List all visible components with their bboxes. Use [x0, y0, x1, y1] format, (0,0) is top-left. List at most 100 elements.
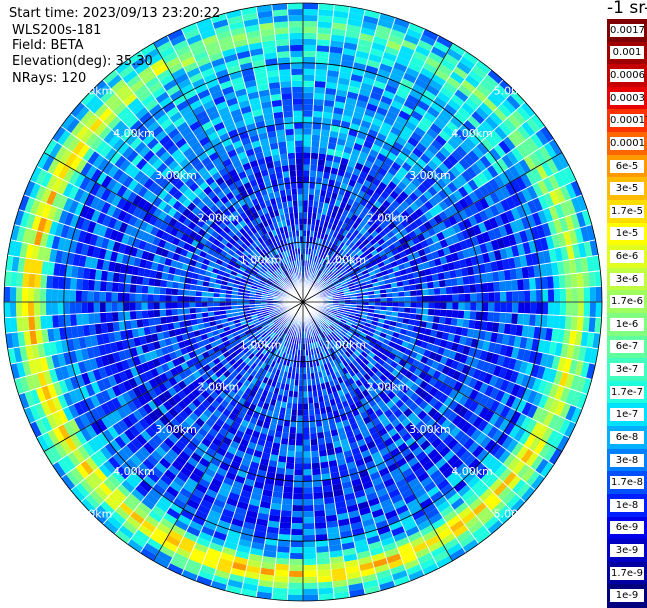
ppi-cell [446, 294, 452, 302]
ppi-cell [452, 286, 459, 294]
ppi-cell [313, 498, 324, 505]
ppi-cell [289, 433, 296, 440]
ppi-cell [22, 302, 28, 317]
ppi-cell [207, 297, 213, 302]
ppi-cell [309, 415, 316, 421]
ppi-cell [291, 523, 303, 529]
ppi-cell [303, 553, 316, 559]
ppi-cell [201, 302, 207, 307]
ppi-cell [446, 302, 452, 310]
ppi-cell [303, 117, 313, 123]
ppi-cell [303, 427, 310, 433]
ppi-cell [282, 492, 293, 499]
ppi-cell [288, 589, 303, 595]
ppi-cell [583, 272, 590, 287]
ppi-cell [303, 188, 309, 194]
ppi-cell [52, 276, 59, 289]
ppi-cell [578, 302, 584, 317]
ppi-cell [303, 147, 311, 153]
ppi-cell [482, 292, 488, 302]
ppi-cell [166, 288, 173, 295]
ppi-cell [106, 312, 113, 323]
ppi-cell [281, 504, 292, 511]
ppi-cell [10, 302, 16, 317]
ppi-cell [440, 287, 447, 295]
ppi-cell [296, 421, 303, 427]
ppi-cell [303, 415, 309, 421]
ppi-cell [207, 302, 213, 307]
ppi-cell [76, 278, 83, 290]
ppi-cell [393, 297, 399, 302]
ppi-cell [310, 159, 318, 166]
ppi-cell [34, 302, 40, 316]
ppi-cell [295, 445, 303, 451]
ppi-cell [279, 450, 288, 457]
ppi-cell [303, 111, 313, 117]
ppi-cell [112, 292, 118, 302]
ppi-cell [148, 310, 155, 318]
ppi-cell [518, 302, 524, 314]
ppi-cell [518, 290, 524, 302]
ppi-cell [452, 310, 459, 318]
ppi-cell [494, 292, 500, 302]
ppi-cell [319, 450, 328, 457]
ppi-cell [82, 279, 89, 291]
ppi-cell [46, 315, 53, 329]
ppi-cell [100, 291, 106, 302]
ppi-cell [297, 409, 303, 415]
ppi-cell [34, 274, 41, 288]
ppi-cell [303, 559, 317, 565]
ppi-cell [124, 302, 130, 311]
ppi-cell [311, 451, 319, 458]
ppi-cell [318, 15, 333, 22]
ppi-cell [124, 311, 131, 321]
ppi-cell [524, 290, 530, 302]
ppi-cell [82, 290, 88, 302]
ppi-cell [475, 283, 482, 293]
ppi-cell [560, 288, 566, 302]
ppi-cell [46, 275, 53, 289]
ppi-cell [136, 276, 143, 285]
ppi-cell [276, 558, 290, 565]
ppi-cell [165, 302, 171, 309]
ppi-cell [291, 529, 303, 535]
ppi-cell [303, 200, 308, 206]
ppi-cell [285, 469, 294, 476]
ppi-cell [309, 177, 316, 183]
ppi-cell [303, 129, 312, 135]
ppi-cell [303, 529, 315, 535]
ppi-cell [154, 317, 161, 325]
ppi-cell [177, 295, 183, 302]
ppi-cell [124, 283, 131, 293]
ppi-cell [160, 309, 167, 317]
ppi-cell [106, 281, 113, 292]
ppi-cell [4, 302, 10, 318]
ppi-cell [303, 152, 311, 158]
ppi-cell [458, 310, 465, 319]
ppi-cell [317, 21, 332, 28]
ppi-cell [312, 474, 322, 481]
ppi-cell [312, 123, 322, 130]
ppi-cell [313, 486, 323, 493]
ppi-cell [70, 314, 77, 326]
ppi-cell [452, 302, 458, 310]
ppi-cell [458, 302, 464, 310]
ppi-cell [572, 302, 578, 316]
ppi-cell [303, 475, 312, 481]
ppi-cell [291, 415, 298, 421]
ppi-cell [464, 310, 471, 319]
ppi-cell [142, 277, 149, 286]
ppi-cell [475, 311, 482, 321]
ppi-cell [272, 587, 288, 594]
ppi-cell [88, 291, 94, 302]
ppi-cell [274, 576, 289, 583]
ppi-cell [130, 302, 136, 311]
ppi-cell [315, 522, 327, 529]
ppi-cell [434, 302, 440, 309]
ppi-cell [321, 467, 331, 474]
ppi-cell [416, 290, 422, 297]
ppi-cell [303, 27, 317, 33]
ppi-cell [160, 287, 167, 295]
ppi-cell [313, 105, 324, 112]
ppi-cell [130, 284, 137, 293]
